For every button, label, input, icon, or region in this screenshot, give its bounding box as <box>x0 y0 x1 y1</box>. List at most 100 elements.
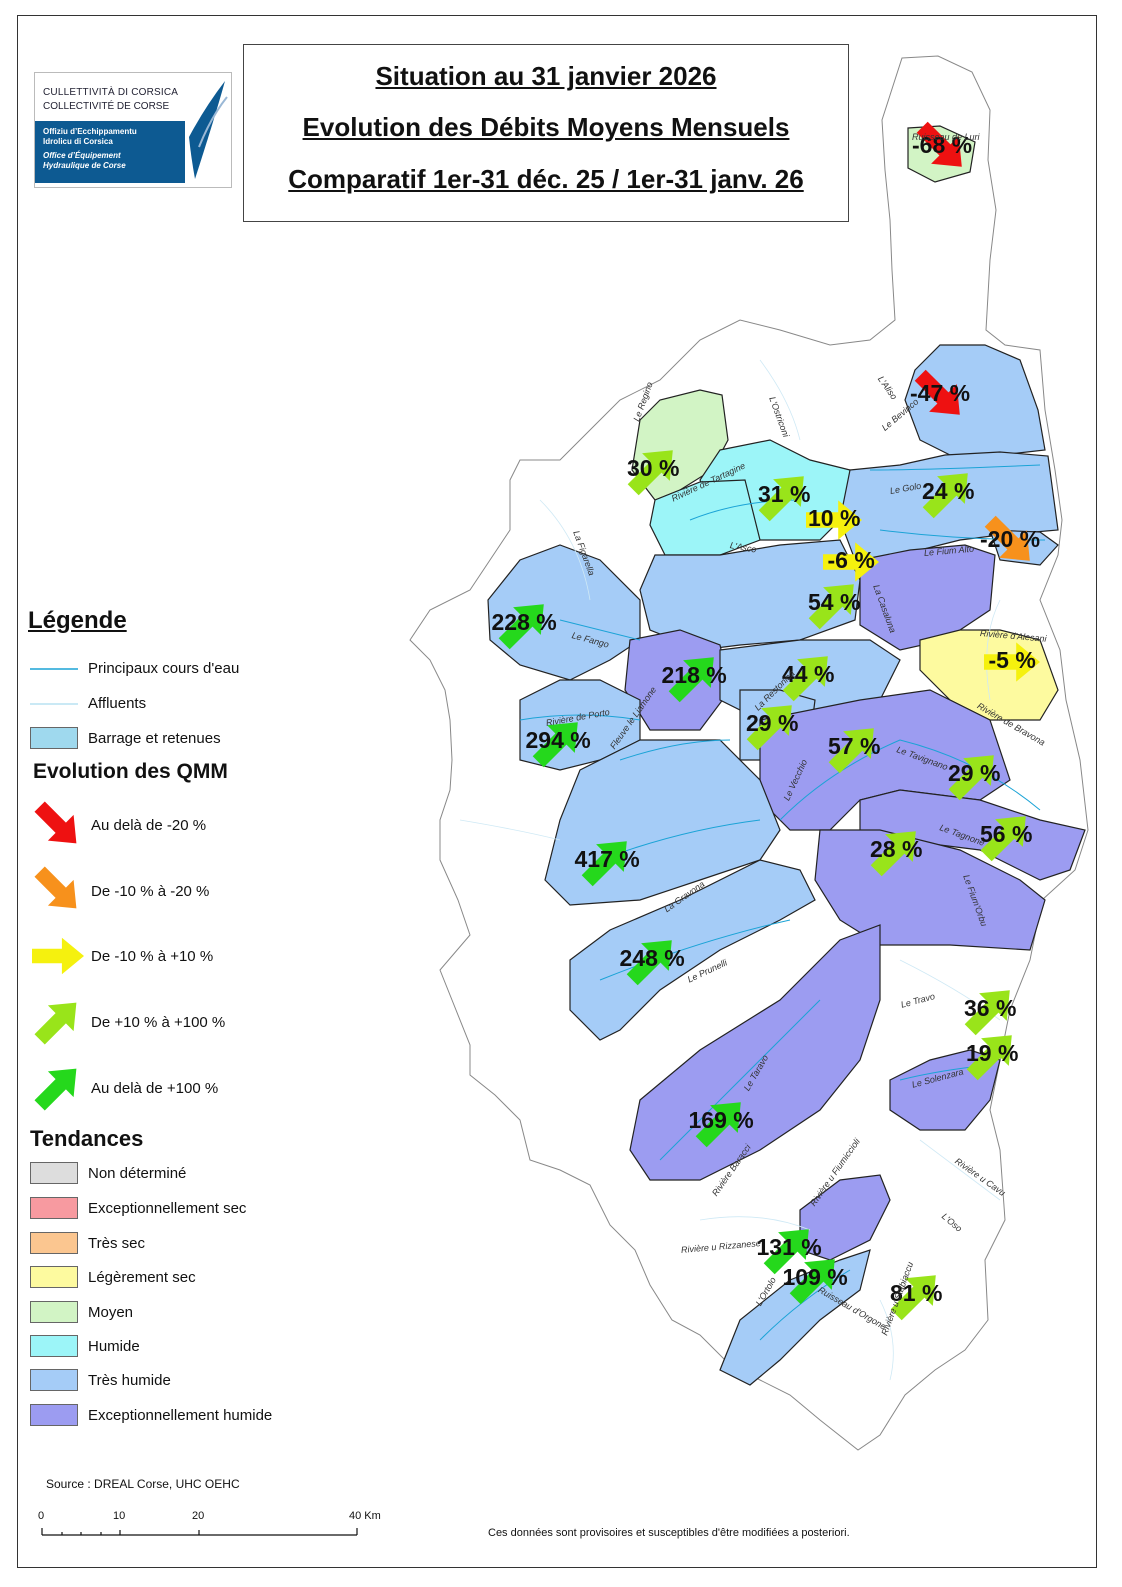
qmm-legend-arrow-icon-2 <box>32 937 84 975</box>
main-river-line-icon <box>30 668 78 670</box>
tributary-line-icon <box>30 703 78 705</box>
scale-tick-0: 0 <box>38 1510 45 1522</box>
station-value-10: -5 % <box>988 647 1036 673</box>
logo-swoosh-icon <box>189 81 228 179</box>
station-arrow-icon-23 <box>695 1102 741 1148</box>
station-value-3: 31 % <box>758 481 811 507</box>
station-value-6: -20 % <box>980 526 1041 552</box>
station-value-1: -47 % <box>910 380 971 406</box>
trend-swatch-6 <box>30 1369 78 1391</box>
qmm-label-1: De -10 % à -20 % <box>91 883 210 900</box>
scale-tick-10: 10 <box>113 1510 126 1522</box>
station-value-16: 29 % <box>948 760 1001 786</box>
scale-bar <box>41 1528 358 1536</box>
station-value-19: 417 % <box>574 846 640 872</box>
trend-label-2: Très sec <box>88 1235 145 1252</box>
trend-label-3: Légèrement sec <box>88 1269 196 1286</box>
trend-label-0: Non déterminé <box>88 1165 187 1182</box>
station-arrow-icon-4 <box>922 473 968 519</box>
station-arrow-icon-22 <box>966 1035 1012 1081</box>
station-arrow-icon-2 <box>627 450 673 496</box>
trend-swatch-0 <box>30 1162 78 1184</box>
station-value-2: 30 % <box>627 455 680 481</box>
station-value-22: 19 % <box>966 1040 1019 1066</box>
river-label-0: Ruisseau de Luri <box>912 132 980 142</box>
qmm-heading: Evolution des QMM <box>33 760 228 783</box>
title-line-1: Situation au 31 janvier 2026 <box>375 61 717 91</box>
qmm-label-0: Au delà de -20 % <box>91 817 207 834</box>
station-arrow-icon-3 <box>758 476 804 522</box>
logo-office-co1: Offiziu d’Ecchippamentu <box>43 127 137 136</box>
station-arrow-icon-12 <box>782 656 828 702</box>
station-arrow-icon-5 <box>806 500 862 540</box>
qmm-label-4: Au delà de +100 % <box>91 1080 219 1097</box>
trend-label-1: Exceptionnellement sec <box>88 1200 247 1217</box>
legend-tributaries: Affluents <box>88 695 147 712</box>
station-value-7: -6 % <box>827 547 875 573</box>
trend-label-4: Moyen <box>88 1304 134 1321</box>
logo-office-fr2: Hydraulique de Corse <box>43 161 126 170</box>
station-arrow-icon-10 <box>984 642 1040 682</box>
title-box: Situation au 31 janvier 2026 Evolution d… <box>243 44 849 222</box>
station-value-5: 10 % <box>808 505 861 531</box>
station-value-11: 218 % <box>661 662 727 688</box>
qmm-label-2: De -10 % à +10 % <box>91 948 214 965</box>
qmm-legend-arrow-icon-4 <box>34 1068 77 1111</box>
trend-swatch-5 <box>30 1335 78 1357</box>
station-value-15: 57 % <box>828 733 881 759</box>
station-arrow-icon-8 <box>808 584 854 630</box>
trend-label-5: Humide <box>88 1338 140 1355</box>
station-arrow-icon-6 <box>984 515 1030 561</box>
reservoir-swatch <box>30 727 78 749</box>
station-arrow-icon-15 <box>828 728 874 774</box>
scale-tick-20: 20 <box>192 1510 205 1522</box>
scale-tick-40: 40 Km <box>349 1510 381 1522</box>
station-value-0: -68 % <box>912 132 973 158</box>
legend-main-rivers: Principaux cours d'eau <box>88 660 240 677</box>
station-value-26: 81 % <box>890 1280 943 1306</box>
station-value-25: 109 % <box>782 1264 848 1290</box>
trend-label-7: Exceptionnellement humide <box>88 1407 273 1424</box>
trend-swatch-1 <box>30 1197 78 1219</box>
station-value-18: 28 % <box>870 836 923 862</box>
station-arrow-icon-1 <box>914 369 960 415</box>
station-value-9: 228 % <box>491 609 557 635</box>
station-arrow-icon-24 <box>763 1229 809 1275</box>
qmm-label-3: De +10 % à +100 % <box>91 1014 226 1031</box>
trend-swatch-4 <box>30 1301 78 1323</box>
station-value-23: 169 % <box>688 1107 754 1133</box>
station-value-20: 248 % <box>619 945 685 971</box>
station-value-24: 131 % <box>756 1234 822 1260</box>
logo-name-co: CULLETTIVITÀ DI CORSICA <box>43 87 179 98</box>
logo-band: Offiziu d’Ecchippamentu Idrolicu di Cors… <box>35 121 185 183</box>
logo-office-fr1: Office d’Équipement <box>43 151 121 160</box>
qmm-legend-arrow-icon-3 <box>34 1002 77 1045</box>
trend-swatch-2 <box>30 1232 78 1254</box>
station-value-8: 54 % <box>808 589 861 615</box>
station-arrow-icon-7 <box>823 542 879 582</box>
station-arrow-icon-20 <box>626 940 672 986</box>
source-note: Source : DREAL Corse, UHC OEHC <box>46 1477 240 1491</box>
title-line-2: Evolution des Débits Moyens Mensuels <box>302 112 790 142</box>
station-arrow-icon-17 <box>980 816 1026 862</box>
qmm-legend-arrow-icon-1 <box>34 866 77 909</box>
station-arrow-icon-14 <box>746 705 792 751</box>
trend-swatch-3 <box>30 1266 78 1288</box>
logo: CULLETTIVITÀ DI CORSICA COLLECTIVITÉ DE … <box>34 72 232 188</box>
trends-heading: Tendances <box>30 1126 144 1151</box>
station-value-4: 24 % <box>922 478 975 504</box>
qmm-legend-arrow-icon-0 <box>34 801 77 844</box>
station-value-17: 56 % <box>980 821 1033 847</box>
station-arrow-icon-25 <box>789 1259 835 1305</box>
station-arrow-icon-19 <box>581 841 627 887</box>
station-value-13: 294 % <box>525 727 591 753</box>
station-arrow-icon-9 <box>498 604 544 650</box>
title-line-3: Comparatif 1er-31 déc. 25 / 1er-31 janv.… <box>288 164 804 194</box>
station-arrow-icon-16 <box>948 755 994 801</box>
station-value-12: 44 % <box>782 661 835 687</box>
station-value-21: 36 % <box>964 995 1017 1021</box>
station-value-14: 29 % <box>746 710 799 736</box>
legend-heading: Légende <box>28 607 127 634</box>
map-frame <box>17 15 1097 1568</box>
